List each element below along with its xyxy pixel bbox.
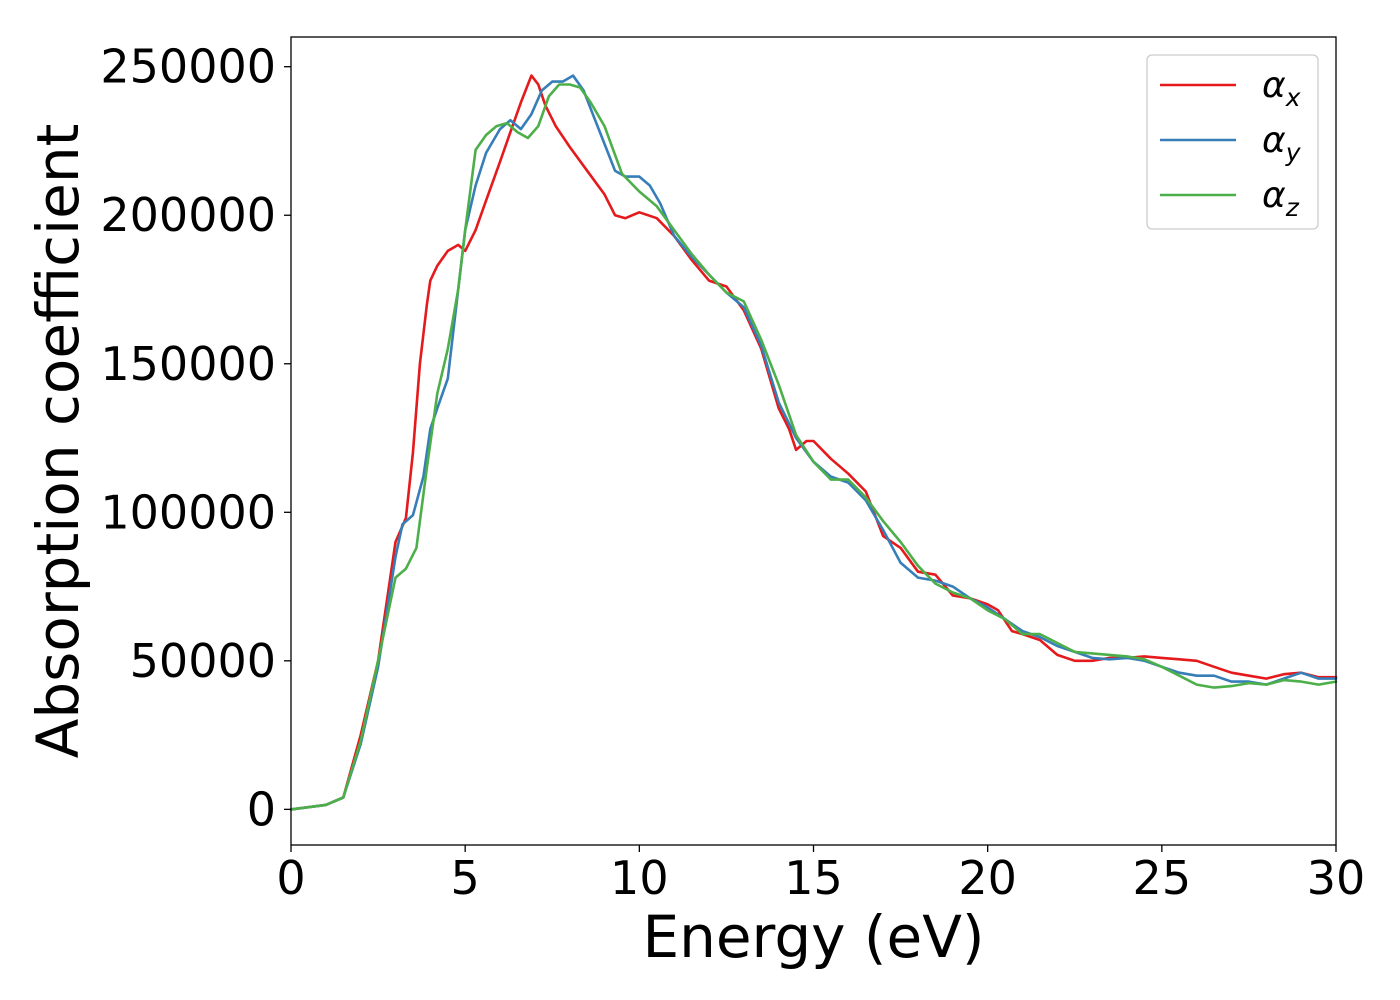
- series-line-2: [289, 83, 1338, 811]
- y-axis: 0 50000 100000 150000 200000 250000: [100, 40, 291, 836]
- x-tick-label: 15: [784, 851, 843, 905]
- series-layer: [289, 74, 1338, 811]
- legend-label-1: αy: [1262, 120, 1302, 167]
- y-tick-label: 250000: [100, 40, 276, 94]
- y-tick-label: 0: [247, 782, 276, 836]
- y-tick-label: 150000: [100, 337, 276, 391]
- x-axis-label: Energy (eV): [642, 903, 984, 971]
- y-tick-label: 200000: [100, 188, 276, 242]
- x-tick-label: 25: [1133, 851, 1192, 905]
- legend: αx αy αz: [1146, 54, 1319, 230]
- x-tick-label: 20: [958, 851, 1017, 905]
- x-tick-label: 0: [276, 851, 305, 905]
- x-tick-label: 30: [1307, 851, 1366, 905]
- y-axis-label: Absorption coefficient: [24, 124, 92, 759]
- x-tick-label: 10: [610, 851, 669, 905]
- x-tick-label: 5: [451, 851, 480, 905]
- legend-frame: [1146, 54, 1319, 230]
- legend-label-0: αx: [1262, 65, 1301, 112]
- y-tick-label: 50000: [130, 634, 276, 688]
- y-tick-label: 100000: [100, 485, 276, 539]
- x-axis: 0 5 10 15 20 25 30: [276, 845, 1365, 905]
- legend-label-2: αz: [1262, 175, 1300, 222]
